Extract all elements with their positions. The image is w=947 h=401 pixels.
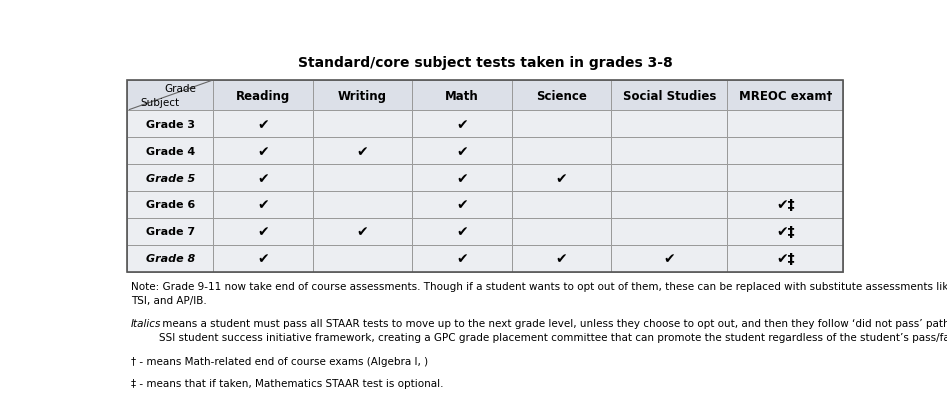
Bar [612, 192, 727, 219]
Text: ‡ - means that if taken, Mathematics STAAR test is optional.: ‡ - means that if taken, Mathematics STA… [131, 378, 443, 387]
Bar [512, 138, 612, 165]
Text: ✔: ✔ [357, 144, 368, 158]
Bar [727, 245, 844, 272]
Text: ✔‡: ✔‡ [777, 225, 795, 239]
Text: Grade 3: Grade 3 [146, 119, 195, 130]
Bar [412, 138, 512, 165]
Bar [612, 219, 727, 245]
Text: Writing: Writing [338, 89, 387, 102]
Bar [213, 111, 313, 138]
Bar [313, 81, 412, 111]
Bar [213, 245, 313, 272]
Text: Note: Grade 9-11 now take end of course assessments. Though if a student wants t: Note: Grade 9-11 now take end of course … [131, 281, 947, 305]
Text: ✔: ✔ [258, 144, 269, 158]
Bar [412, 245, 512, 272]
Text: Standard/core subject tests taken in grades 3-8: Standard/core subject tests taken in gra… [298, 56, 672, 70]
Text: Math: Math [445, 89, 479, 102]
Bar [512, 111, 612, 138]
Bar [412, 111, 512, 138]
Text: Italics: Italics [131, 319, 161, 328]
Text: Grade 7: Grade 7 [146, 227, 195, 237]
Bar [127, 245, 213, 272]
Bar [313, 138, 412, 165]
Bar [127, 81, 213, 111]
Bar [127, 81, 844, 272]
Bar [727, 81, 844, 111]
Text: means a student must pass all STAAR tests to move up to the next grade level, un: means a student must pass all STAAR test… [159, 319, 947, 342]
Bar [127, 165, 213, 192]
Bar [213, 192, 313, 219]
Bar [412, 192, 512, 219]
Text: Grade 4: Grade 4 [146, 146, 195, 156]
Bar [612, 245, 727, 272]
Text: Grade 5: Grade 5 [146, 173, 195, 183]
Bar [512, 165, 612, 192]
Text: ✔: ✔ [258, 171, 269, 185]
Bar [127, 219, 213, 245]
Bar [512, 81, 612, 111]
Text: Science: Science [536, 89, 587, 102]
Text: ✔: ✔ [456, 198, 468, 212]
Text: ✔‡: ✔‡ [777, 198, 795, 212]
Text: ✔: ✔ [258, 198, 269, 212]
Bar [612, 165, 727, 192]
Text: Social Studies: Social Studies [623, 89, 716, 102]
Bar [127, 138, 213, 165]
Text: ✔: ✔ [456, 225, 468, 239]
Bar [612, 81, 727, 111]
Bar [727, 138, 844, 165]
Bar [727, 111, 844, 138]
Bar [412, 81, 512, 111]
Text: ✔: ✔ [664, 251, 675, 265]
Text: ✔: ✔ [357, 225, 368, 239]
Bar [612, 111, 727, 138]
Text: ✔: ✔ [456, 251, 468, 265]
Text: ✔: ✔ [456, 117, 468, 132]
Text: ✔: ✔ [456, 171, 468, 185]
Text: ✔: ✔ [456, 144, 468, 158]
Bar [727, 219, 844, 245]
Bar [313, 219, 412, 245]
Bar [127, 192, 213, 219]
Bar [313, 192, 412, 219]
Bar [127, 111, 213, 138]
Text: † - means Math-related end of course exams (Algebra I, ): † - means Math-related end of course exa… [131, 356, 428, 366]
Bar [213, 81, 313, 111]
Text: Grade 8: Grade 8 [146, 253, 195, 263]
Bar [313, 111, 412, 138]
Text: Grade 6: Grade 6 [146, 200, 195, 210]
Bar [512, 192, 612, 219]
Bar [727, 165, 844, 192]
Text: ✔: ✔ [258, 225, 269, 239]
Text: ✔: ✔ [258, 251, 269, 265]
Bar [412, 219, 512, 245]
Bar [313, 245, 412, 272]
Text: MREOC exam†: MREOC exam† [739, 89, 832, 102]
Bar [612, 138, 727, 165]
Text: Subject: Subject [140, 97, 179, 107]
Text: ✔: ✔ [556, 251, 567, 265]
Bar [412, 165, 512, 192]
Bar [512, 219, 612, 245]
Text: ✔: ✔ [556, 171, 567, 185]
Text: ✔‡: ✔‡ [777, 251, 795, 265]
Text: Grade: Grade [165, 84, 196, 94]
Bar [213, 165, 313, 192]
Bar [727, 192, 844, 219]
Bar [512, 245, 612, 272]
Bar [213, 219, 313, 245]
Text: ✔: ✔ [258, 117, 269, 132]
Bar [213, 138, 313, 165]
Text: Reading: Reading [236, 89, 290, 102]
Bar [313, 165, 412, 192]
